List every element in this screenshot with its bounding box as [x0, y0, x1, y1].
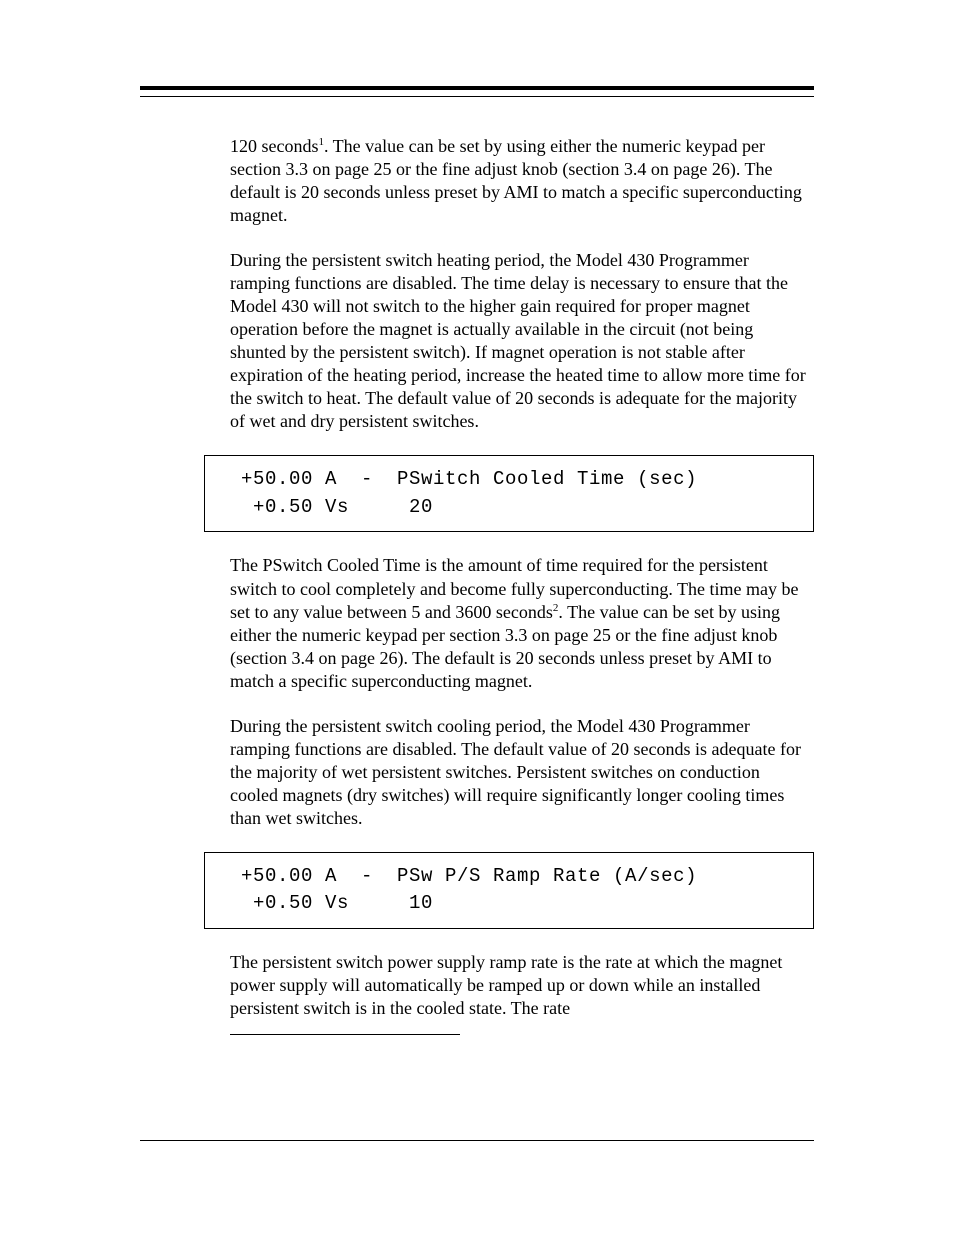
paragraph-4: During the persistent switch cooling per…	[230, 715, 806, 830]
footnote-separator	[230, 1034, 460, 1035]
lcd2-line1: +50.00 A - PSw P/S Ramp Rate (A/sec)	[229, 865, 697, 887]
lcd1-line2: +0.50 Vs 20	[229, 496, 433, 518]
body-content: 120 seconds1. The value can be set by us…	[230, 135, 806, 1035]
paragraph-3: The PSwitch Cooled Time is the amount of…	[230, 554, 806, 692]
footer-rule	[140, 1140, 814, 1141]
paragraph-1: 120 seconds1. The value can be set by us…	[230, 135, 806, 227]
lcd2-line2: +0.50 Vs 10	[229, 892, 433, 914]
p1-lead: 120 seconds	[230, 136, 319, 156]
paragraph-5: The persistent switch power supply ramp …	[230, 951, 806, 1020]
lcd1-line1: +50.00 A - PSwitch Cooled Time (sec)	[229, 468, 697, 490]
header-rule	[140, 86, 814, 97]
paragraph-2: During the persistent switch heating per…	[230, 249, 806, 433]
lcd-display-ramp-rate: +50.00 A - PSw P/S Ramp Rate (A/sec) +0.…	[204, 852, 814, 929]
document-page: 120 seconds1. The value can be set by us…	[0, 0, 954, 1235]
lcd-display-cooled-time: +50.00 A - PSwitch Cooled Time (sec) +0.…	[204, 455, 814, 532]
